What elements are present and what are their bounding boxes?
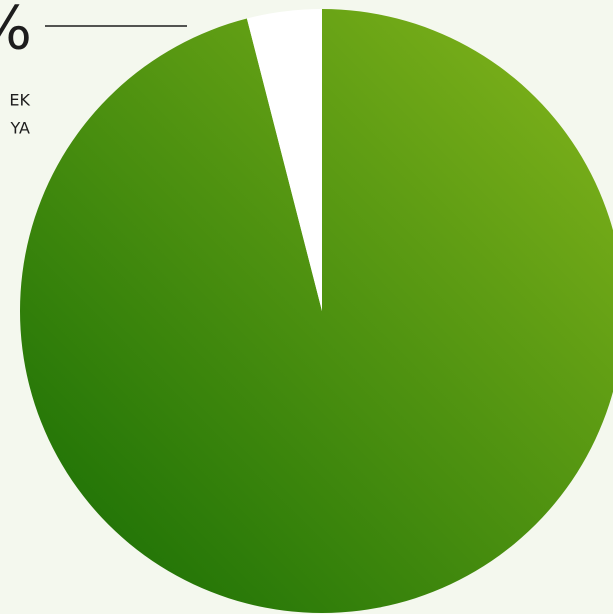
annotation-text: EK (9, 91, 30, 110)
pie-slice (20, 9, 613, 613)
pie-slice (246, 9, 322, 311)
annotation-text: YA (10, 119, 31, 138)
annotation-percent: % (0, 0, 32, 64)
